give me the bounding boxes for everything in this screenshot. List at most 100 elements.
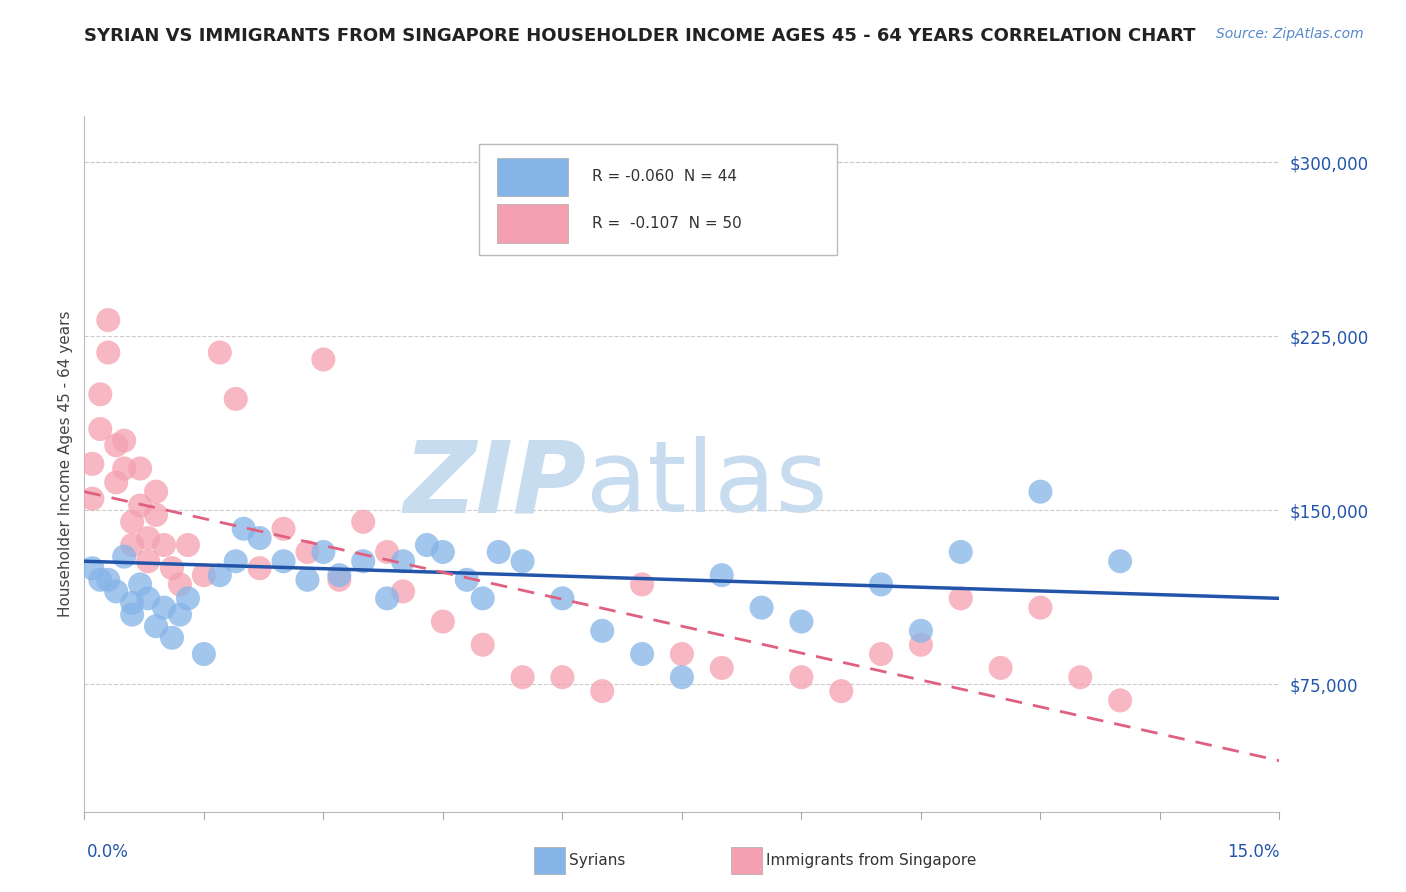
Point <box>121 538 143 552</box>
Point <box>97 313 120 327</box>
Point <box>153 600 176 615</box>
Point <box>82 561 104 575</box>
Point <box>870 577 893 591</box>
Point <box>830 684 852 698</box>
Point <box>471 591 494 606</box>
Point <box>631 577 654 591</box>
Point <box>392 554 415 568</box>
Point <box>328 573 350 587</box>
Point <box>790 615 813 629</box>
Point <box>1109 693 1132 707</box>
Point <box>1109 554 1132 568</box>
Point <box>273 522 295 536</box>
Point <box>990 661 1012 675</box>
Point <box>1029 484 1052 499</box>
Point <box>671 647 693 661</box>
Point <box>312 352 335 367</box>
Point <box>129 461 152 475</box>
Point <box>591 624 613 638</box>
Text: Source: ZipAtlas.com: Source: ZipAtlas.com <box>1216 27 1364 41</box>
Point <box>145 619 167 633</box>
Point <box>1029 600 1052 615</box>
Point <box>129 577 152 591</box>
Point <box>710 661 733 675</box>
Text: Syrians: Syrians <box>569 854 626 868</box>
FancyBboxPatch shape <box>496 158 568 196</box>
Point <box>232 522 254 536</box>
Point <box>297 573 319 587</box>
Point <box>392 584 415 599</box>
Point <box>153 538 176 552</box>
Point <box>328 568 350 582</box>
Point <box>193 568 215 582</box>
Point <box>631 647 654 661</box>
Point <box>910 624 932 638</box>
Point <box>870 647 893 661</box>
Point <box>790 670 813 684</box>
Point <box>177 538 200 552</box>
Point <box>551 591 574 606</box>
FancyBboxPatch shape <box>496 204 568 243</box>
Text: 0.0%: 0.0% <box>87 843 129 861</box>
Text: Immigrants from Singapore: Immigrants from Singapore <box>766 854 977 868</box>
Text: R = -0.060  N = 44: R = -0.060 N = 44 <box>592 169 737 185</box>
Text: atlas: atlas <box>586 436 828 533</box>
Point <box>456 573 478 587</box>
Text: 15.0%: 15.0% <box>1227 843 1279 861</box>
Point <box>145 508 167 522</box>
Point <box>97 573 120 587</box>
Point <box>949 591 972 606</box>
Point <box>112 549 135 564</box>
Point <box>710 568 733 582</box>
Point <box>97 345 120 359</box>
Point <box>471 638 494 652</box>
Point <box>910 638 932 652</box>
Point <box>208 345 231 359</box>
Point <box>375 591 398 606</box>
Point <box>488 545 510 559</box>
Point <box>169 577 191 591</box>
Text: SYRIAN VS IMMIGRANTS FROM SINGAPORE HOUSEHOLDER INCOME AGES 45 - 64 YEARS CORREL: SYRIAN VS IMMIGRANTS FROM SINGAPORE HOUS… <box>84 27 1197 45</box>
Point <box>121 607 143 622</box>
Point <box>136 591 159 606</box>
Point <box>249 531 271 545</box>
Point <box>105 475 128 490</box>
Point <box>105 584 128 599</box>
Point <box>225 392 247 406</box>
Point <box>312 545 335 559</box>
Point <box>297 545 319 559</box>
Point <box>375 545 398 559</box>
Point <box>1069 670 1091 684</box>
Point <box>551 670 574 684</box>
Point <box>671 670 693 684</box>
Point <box>105 438 128 452</box>
Point <box>160 631 183 645</box>
Point <box>82 491 104 506</box>
Point <box>89 422 111 436</box>
Point <box>512 670 534 684</box>
FancyBboxPatch shape <box>478 144 837 255</box>
Point <box>751 600 773 615</box>
Point <box>949 545 972 559</box>
Point <box>416 538 439 552</box>
Point <box>129 499 152 513</box>
Point <box>145 484 167 499</box>
Point <box>249 561 271 575</box>
Point <box>225 554 247 568</box>
Point <box>160 561 183 575</box>
Point <box>121 515 143 529</box>
Point <box>169 607 191 622</box>
Text: ZIP: ZIP <box>404 436 586 533</box>
Point <box>512 554 534 568</box>
Point <box>112 461 135 475</box>
Point <box>591 684 613 698</box>
Text: R =  -0.107  N = 50: R = -0.107 N = 50 <box>592 216 742 231</box>
Point <box>193 647 215 661</box>
Point <box>352 554 374 568</box>
Point <box>432 615 454 629</box>
Point <box>177 591 200 606</box>
Point <box>352 515 374 529</box>
Y-axis label: Householder Income Ages 45 - 64 years: Householder Income Ages 45 - 64 years <box>58 310 73 617</box>
Point <box>121 596 143 610</box>
Point <box>208 568 231 582</box>
